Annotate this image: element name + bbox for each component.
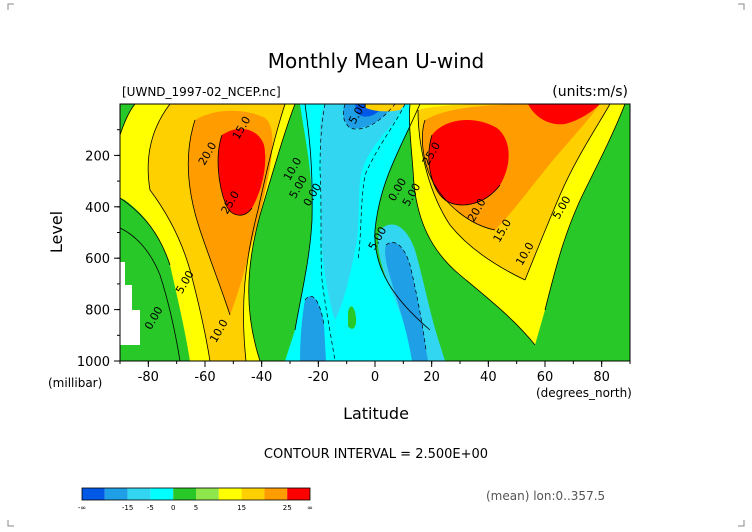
x-axis-title: Latitude bbox=[343, 404, 409, 423]
x-tick-label: -80 bbox=[138, 370, 159, 385]
colorbar-label: 15 bbox=[237, 504, 246, 512]
negative-contour-lines bbox=[304, 104, 427, 361]
x-axis: -80 -60 -40 -20 0 20 40 60 80 bbox=[119, 361, 631, 385]
y-tick-label: 200 bbox=[85, 149, 110, 164]
colorbar-swatch bbox=[150, 488, 174, 500]
y-axis-title: Level bbox=[47, 211, 66, 253]
colorbar-swatch bbox=[127, 488, 151, 500]
equatorial-green-blob bbox=[348, 306, 357, 329]
band-sh-20to25 bbox=[218, 128, 266, 216]
dataset-label: [UWND_1997-02_NCEP.nc] bbox=[122, 85, 281, 99]
band-nh-20to25-upper bbox=[528, 104, 600, 125]
chart-title: Monthly Mean U-wind bbox=[268, 49, 484, 73]
x-tick-label: 0 bbox=[371, 370, 379, 385]
x-tick-label: 60 bbox=[537, 370, 554, 385]
colorbar-swatch bbox=[264, 488, 288, 500]
corner-mark-bl bbox=[7, 520, 14, 527]
y-tick-label: 400 bbox=[85, 201, 110, 216]
missing-data-mask bbox=[120, 262, 140, 345]
x-tick-label: 20 bbox=[423, 370, 440, 385]
corner-mark-tr bbox=[738, 3, 745, 10]
x-tick-label: -40 bbox=[251, 370, 272, 385]
colorbar-label: -5 bbox=[147, 504, 154, 512]
colorbar-label: ∞ bbox=[307, 504, 313, 512]
colorbar-swatch bbox=[173, 488, 196, 500]
x-tick-label: 40 bbox=[480, 370, 497, 385]
colorbar-swatch bbox=[104, 488, 128, 500]
colorbar-label: 25 bbox=[283, 504, 292, 512]
colorbar-label: 0 bbox=[171, 504, 175, 512]
colorbar-legend: -∞ -15 -5 0 5 15 25 ∞ bbox=[78, 487, 313, 512]
x-tick-label: -60 bbox=[194, 370, 215, 385]
contour-interval-text: CONTOUR INTERVAL = 2.500E+00 bbox=[264, 447, 488, 462]
band-neg-5to10 bbox=[319, 104, 405, 320]
colorbar-label: -15 bbox=[122, 504, 133, 512]
units-label: (units:m/s) bbox=[552, 84, 628, 100]
corner-mark-tl bbox=[7, 3, 14, 10]
y-tick-label: 600 bbox=[85, 252, 110, 267]
y-tick-label: 800 bbox=[85, 304, 110, 319]
plot-area: 15.020.025.010.05.000.005.000.00 10.00.00… bbox=[120, 104, 630, 361]
colorbar-swatch bbox=[241, 488, 265, 500]
y-tick-label: 1000 bbox=[77, 355, 110, 370]
y-axis: 200 400 600 800 1000 bbox=[77, 129, 120, 370]
band-neg-10to15-south bbox=[385, 242, 428, 361]
y-axis-units: (millibar) bbox=[48, 376, 102, 390]
band-neg-10to15-low bbox=[300, 296, 326, 361]
colorbar-swatch bbox=[287, 488, 310, 500]
x-tick-label: -20 bbox=[308, 370, 329, 385]
band-nh-20to25-core bbox=[428, 119, 509, 205]
mean-note: (mean) lon:0..357.5 bbox=[486, 489, 605, 503]
colorbar-frame bbox=[81, 487, 311, 501]
colorbar-swatch bbox=[218, 488, 242, 500]
x-axis-units: (degrees_north) bbox=[536, 386, 632, 400]
contour-lines bbox=[120, 104, 626, 361]
x-tick-label: 80 bbox=[593, 370, 610, 385]
band-nh-upper-gold bbox=[365, 104, 405, 112]
corner-mark-br bbox=[738, 520, 745, 527]
colorbar-swatch bbox=[196, 488, 219, 500]
colorbar-swatch bbox=[82, 488, 105, 500]
colorbar-label: 5 bbox=[194, 504, 198, 512]
colorbar-label: -∞ bbox=[78, 504, 86, 512]
